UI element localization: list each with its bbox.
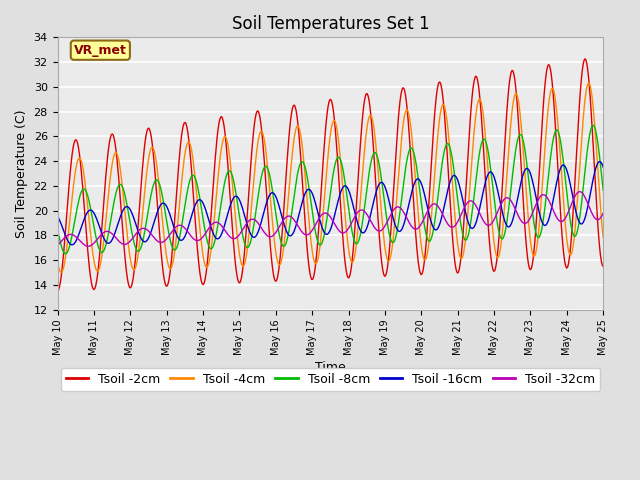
Tsoil -4cm <box>195 214 203 219</box>
Tsoil -16cm <box>301 190 309 196</box>
Tsoil -16cm <box>465 222 473 228</box>
Tsoil -2cm <box>301 209 308 215</box>
Tsoil -2cm <box>465 145 472 151</box>
Tsoil -4cm <box>58 270 65 276</box>
Tsoil -16cm <box>195 197 203 203</box>
Line: Tsoil -32cm: Tsoil -32cm <box>58 192 603 246</box>
Tsoil -32cm <box>376 228 384 234</box>
Tsoil -8cm <box>589 122 597 128</box>
Tsoil -2cm <box>375 230 383 236</box>
Tsoil -8cm <box>195 189 203 195</box>
Tsoil -8cm <box>62 251 70 257</box>
Tsoil -4cm <box>465 192 473 198</box>
Tsoil -16cm <box>596 158 604 164</box>
Tsoil -16cm <box>151 216 159 222</box>
Line: Tsoil -4cm: Tsoil -4cm <box>58 83 603 273</box>
Tsoil -8cm <box>419 212 427 217</box>
Tsoil -4cm <box>54 259 61 265</box>
Tsoil -8cm <box>599 187 607 193</box>
Tsoil -4cm <box>599 235 607 240</box>
Tsoil -8cm <box>301 165 309 171</box>
Tsoil -8cm <box>465 228 473 234</box>
Tsoil -4cm <box>376 192 384 197</box>
Tsoil -4cm <box>585 80 593 86</box>
Tsoil -32cm <box>151 236 159 241</box>
Line: Tsoil -16cm: Tsoil -16cm <box>58 161 603 245</box>
Tsoil -32cm <box>465 198 473 204</box>
Title: Soil Temperatures Set 1: Soil Temperatures Set 1 <box>232 15 429 33</box>
Tsoil -8cm <box>151 178 159 184</box>
Tsoil -32cm <box>419 218 427 224</box>
Tsoil -2cm <box>54 288 61 294</box>
Tsoil -8cm <box>54 226 61 232</box>
Tsoil -16cm <box>68 242 76 248</box>
Tsoil -4cm <box>151 151 159 157</box>
X-axis label: Time: Time <box>315 361 346 374</box>
Tsoil -2cm <box>599 264 607 269</box>
Tsoil -2cm <box>194 251 202 256</box>
Tsoil -2cm <box>581 56 589 62</box>
Y-axis label: Soil Temperature (C): Soil Temperature (C) <box>15 109 28 238</box>
Tsoil -16cm <box>419 185 427 191</box>
Tsoil -16cm <box>599 164 607 170</box>
Tsoil -16cm <box>54 214 61 219</box>
Tsoil -2cm <box>418 271 426 277</box>
Tsoil -32cm <box>195 238 203 243</box>
Tsoil -32cm <box>84 243 92 249</box>
Tsoil -32cm <box>575 189 583 194</box>
Tsoil -16cm <box>376 180 384 186</box>
Tsoil -2cm <box>150 159 158 165</box>
Tsoil -8cm <box>376 167 384 172</box>
Line: Tsoil -8cm: Tsoil -8cm <box>58 125 603 254</box>
Legend: Tsoil -2cm, Tsoil -4cm, Tsoil -8cm, Tsoil -16cm, Tsoil -32cm: Tsoil -2cm, Tsoil -4cm, Tsoil -8cm, Tsoi… <box>61 368 600 391</box>
Tsoil -4cm <box>301 175 309 180</box>
Tsoil -32cm <box>54 242 61 248</box>
Tsoil -32cm <box>599 210 607 216</box>
Line: Tsoil -2cm: Tsoil -2cm <box>58 59 603 291</box>
Tsoil -32cm <box>301 232 309 238</box>
Tsoil -4cm <box>419 252 427 258</box>
Text: VR_met: VR_met <box>74 44 127 57</box>
